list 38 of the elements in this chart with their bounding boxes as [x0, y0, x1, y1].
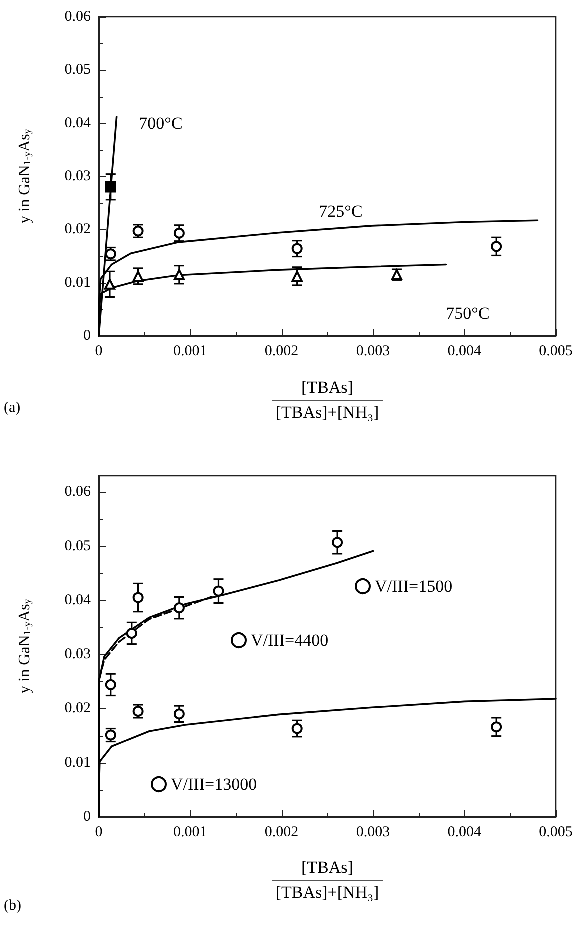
y-axis-title: y in GaN1-yAsy: [16, 599, 34, 694]
y-tick-label: 0.05: [64, 538, 91, 554]
y-tick-label: 0.03: [64, 168, 91, 184]
legend-label: V/III=4400: [251, 631, 329, 650]
y-tick-label: 0.06: [64, 484, 92, 500]
y-tick-label: 0.03: [64, 646, 91, 663]
y-tick-label: 0.06: [64, 9, 92, 25]
y-tick-label: 0: [84, 328, 91, 344]
annotation: 700°C: [139, 114, 183, 134]
x-tick-label: 0.001: [174, 824, 208, 840]
x-tick-label: 0.003: [356, 824, 390, 840]
y-tick-label: 0.04: [64, 115, 92, 132]
y-tick-label: 0.05: [64, 62, 91, 78]
x-tick-label: 0.005: [539, 824, 573, 840]
y-tick-label: 0.01: [64, 274, 91, 291]
legend-label: V/III=1500: [375, 577, 453, 596]
x-axis-title: [TBAs] [TBAs]+[NH₃]: [274, 378, 380, 423]
x-tick-label: 0.001: [174, 344, 208, 360]
text: (b): [4, 898, 22, 915]
x-tick-label: 0: [95, 344, 103, 360]
x-axis-title: [TBAs] [TBAs]+[NH₃]: [274, 858, 380, 903]
x-tick-label: 0.004: [448, 344, 482, 360]
y-tick-label: 0.01: [64, 754, 91, 771]
y-tick-label: 0.02: [64, 222, 91, 238]
text: (a): [4, 400, 21, 417]
legend-label: V/III=13000: [171, 775, 258, 794]
x-tick-label: 0.004: [448, 824, 482, 840]
y-tick-label: 0: [84, 809, 91, 825]
y-tick-label: 0.04: [64, 592, 92, 608]
annotation: 725°C: [319, 202, 363, 222]
x-tick-label: 0.005: [539, 344, 573, 360]
y-axis-title: y in GaN1-yAsy: [16, 129, 34, 224]
y-tick-label: 0.02: [64, 700, 91, 717]
x-tick-label: 0.002: [264, 344, 299, 360]
x-tick-label: 0: [95, 824, 103, 840]
x-tick-label: 0.002: [264, 824, 299, 840]
x-tick-label: 0.003: [356, 344, 390, 360]
annotation: 750°C: [446, 304, 490, 324]
